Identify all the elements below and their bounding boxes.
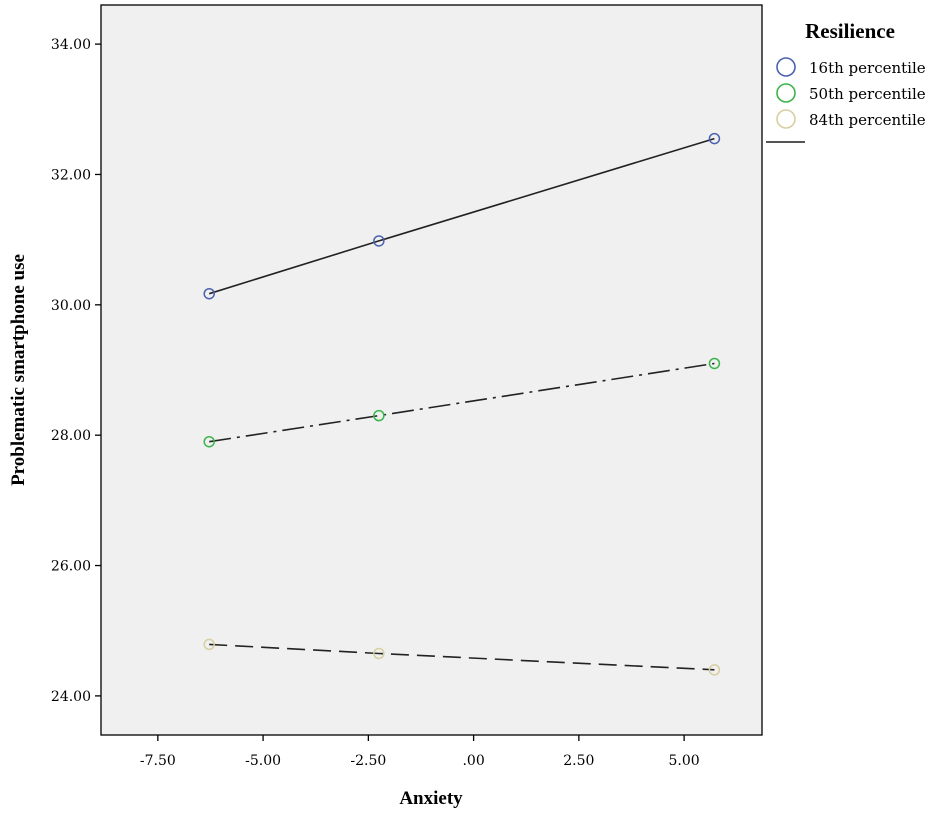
x-axis: -7.50 -5.00 -2.50 .00 2.50 5.00 xyxy=(140,735,700,769)
series-line-3 xyxy=(209,643,715,671)
legend-marker-3 xyxy=(776,109,796,129)
x-tick-label: 5.00 xyxy=(669,753,700,769)
x-tick-label: -7.50 xyxy=(140,753,176,769)
data-point-3-2 xyxy=(373,647,385,660)
data-point-2-2 xyxy=(373,409,385,422)
y-tick-label: 28.00 xyxy=(51,428,91,444)
legend-title: Resilience xyxy=(805,19,895,43)
x-tick-label: -5.00 xyxy=(245,753,281,769)
y-axis: 24.00 26.00 28.00 30.00 32.00 34.00 xyxy=(51,37,101,705)
legend-items: 16th percentile 50th percentile 84th perce… xyxy=(776,57,926,129)
data-point-1-3 xyxy=(708,132,721,145)
y-tick-label: 34.00 xyxy=(51,37,91,53)
x-tick-label: .00 xyxy=(462,753,484,769)
x-axis-title: Anxiety xyxy=(399,788,463,809)
y-tick-label: 32.00 xyxy=(51,167,91,183)
data-point-2-1 xyxy=(203,435,215,448)
legend-label-3: 84th percentile xyxy=(809,111,926,129)
data-point-1-1 xyxy=(203,287,215,300)
legend-marker-2 xyxy=(776,83,796,103)
y-tick-label: 30.00 xyxy=(51,298,91,314)
series-line-1 xyxy=(208,137,715,295)
data-point-1-2 xyxy=(373,235,385,247)
y-tick-label: 24.00 xyxy=(51,689,91,705)
legend: Resilience 16th percentile 50th percentil… xyxy=(766,19,926,143)
legend-label-1: 16th percentile xyxy=(809,59,926,77)
y-tick-label: 26.00 xyxy=(51,559,91,575)
data-point-2-3 xyxy=(708,357,721,370)
legend-label-2: 50th percentile xyxy=(809,85,926,103)
data-point-3-1 xyxy=(203,638,215,651)
series-line-2 xyxy=(209,362,715,443)
data-point-3-3 xyxy=(708,664,721,676)
x-tick-label: 2.50 xyxy=(563,753,594,769)
x-tick-label: -2.50 xyxy=(350,753,386,769)
series-markers xyxy=(203,132,721,676)
series-lines xyxy=(208,137,715,671)
y-axis-title: Problematic smartphone use xyxy=(8,254,29,486)
legend-marker-1 xyxy=(776,57,796,77)
plot-area xyxy=(100,4,763,736)
